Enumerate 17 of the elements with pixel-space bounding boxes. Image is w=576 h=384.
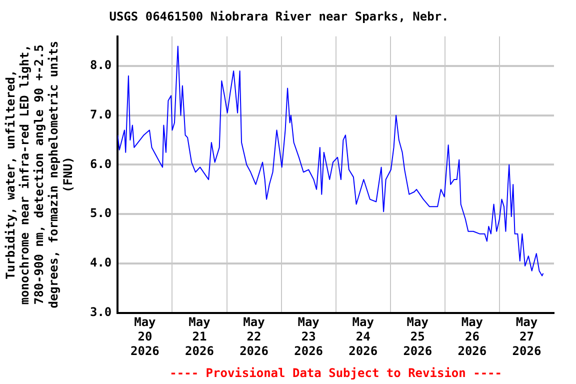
y-tick-label: 8.0 (90, 58, 112, 72)
y-tick-label: 3.0 (90, 304, 112, 319)
x-tick-label: May 26 2026 (458, 315, 487, 358)
chart-title: USGS 06461500 Niobrara River near Sparks, Nebr. (109, 9, 449, 24)
x-tick-label: May 21 2026 (185, 315, 214, 358)
text: ---- Provisional Data Subject to Revision ---- (170, 366, 502, 380)
x-tick-label: May 25 2026 (403, 315, 432, 358)
y-tick-label: 4.0 (90, 256, 112, 270)
x-tick-label: May 20 2026 (130, 315, 160, 358)
y-axis-title: Turbidity, water, unfiltered, monochrome near infra-red LED light, 780-900 nm, detection angle 90 +-2.5 degrees, formazin nephelometric units (FNU) (3, 40, 75, 308)
x-tick-label: May 24 2026 (348, 315, 378, 358)
x-tick-label: May 23 2026 (294, 315, 324, 358)
y-tick-label: 7.0 (90, 107, 112, 122)
y-tick-label: 5.0 (90, 206, 112, 220)
x-tick-label: May 27 2026 (512, 315, 542, 358)
y-tick-label: 6.0 (90, 156, 112, 171)
x-tick-label: May 22 2026 (240, 315, 268, 358)
